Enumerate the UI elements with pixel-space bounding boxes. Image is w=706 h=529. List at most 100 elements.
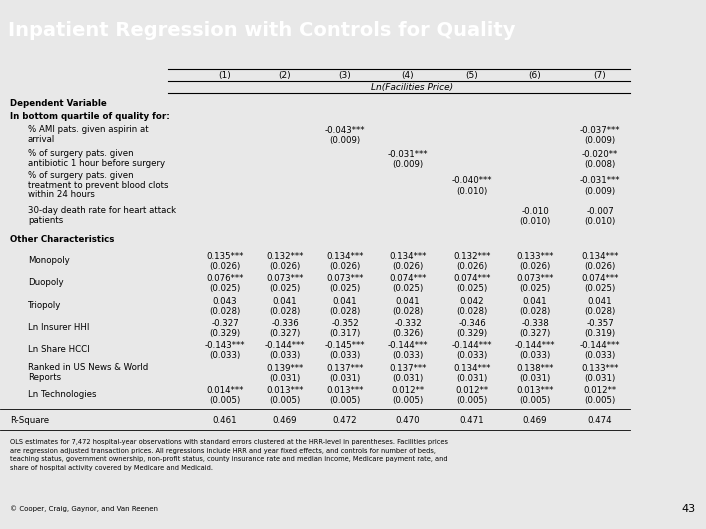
Text: (0.026): (0.026): [585, 262, 616, 271]
Text: 0.469: 0.469: [522, 416, 547, 425]
Text: (0.327): (0.327): [520, 329, 551, 338]
Text: (0.033): (0.033): [393, 351, 424, 360]
Text: 0.133***: 0.133***: [581, 364, 618, 373]
Text: 0.137***: 0.137***: [326, 364, 364, 373]
Text: (0.327): (0.327): [270, 329, 301, 338]
Text: -0.336: -0.336: [271, 319, 299, 328]
Text: (4): (4): [402, 70, 414, 79]
Text: 0.012**: 0.012**: [583, 386, 616, 395]
Text: (0.028): (0.028): [585, 307, 616, 316]
Text: (0.005): (0.005): [585, 396, 616, 405]
Text: Ln Share HCCI: Ln Share HCCI: [28, 345, 90, 354]
Text: (0.005): (0.005): [520, 396, 551, 405]
Text: Inpatient Regression with Controls for Quality: Inpatient Regression with Controls for Q…: [8, 21, 516, 40]
Text: (0.031): (0.031): [585, 374, 616, 383]
Text: 0.013***: 0.013***: [516, 386, 554, 395]
Text: 0.041: 0.041: [273, 297, 297, 306]
Text: -0.352: -0.352: [331, 319, 359, 328]
Text: Dependent Variable: Dependent Variable: [10, 99, 107, 108]
Text: (0.005): (0.005): [456, 396, 488, 405]
Text: R-Square: R-Square: [10, 416, 49, 425]
Text: -0.020**: -0.020**: [582, 150, 618, 159]
Text: (0.025): (0.025): [520, 284, 551, 293]
Text: 0.012**: 0.012**: [391, 386, 424, 395]
Text: -0.338: -0.338: [521, 319, 549, 328]
Text: 0.132***: 0.132***: [453, 252, 491, 261]
Text: (0.009): (0.009): [585, 187, 616, 196]
Text: 0.138***: 0.138***: [516, 364, 554, 373]
Text: (0.025): (0.025): [270, 284, 301, 293]
Text: -0.010: -0.010: [521, 207, 549, 216]
Text: 0.137***: 0.137***: [389, 364, 426, 373]
Text: 30-day death rate for heart attack: 30-day death rate for heart attack: [28, 206, 176, 215]
Text: 0.133***: 0.133***: [516, 252, 554, 261]
Text: (0.026): (0.026): [270, 262, 301, 271]
Text: 0.074***: 0.074***: [453, 274, 491, 283]
Text: (0.009): (0.009): [585, 136, 616, 145]
Text: -0.031***: -0.031***: [580, 177, 621, 186]
Text: -0.007: -0.007: [586, 207, 614, 216]
Text: (0.025): (0.025): [393, 284, 424, 293]
Text: arrival: arrival: [28, 135, 55, 144]
Text: (0.317): (0.317): [330, 329, 361, 338]
Text: Reports: Reports: [28, 373, 61, 382]
Text: 0.013***: 0.013***: [326, 386, 364, 395]
Text: Duopoly: Duopoly: [28, 278, 64, 287]
Text: -0.037***: -0.037***: [580, 125, 621, 134]
Text: -0.143***: -0.143***: [205, 341, 245, 350]
Text: Ln Insurer HHI: Ln Insurer HHI: [28, 323, 90, 332]
Text: (0.028): (0.028): [520, 307, 551, 316]
Text: (0.026): (0.026): [520, 262, 551, 271]
Text: (1): (1): [219, 70, 232, 79]
Text: 0.012**: 0.012**: [455, 386, 489, 395]
Text: OLS estimates for 7,472 hospital-year observations with standard errors clustere: OLS estimates for 7,472 hospital-year ob…: [10, 440, 448, 471]
Text: 0.074***: 0.074***: [581, 274, 618, 283]
Text: (0.009): (0.009): [330, 136, 361, 145]
Text: (0.031): (0.031): [330, 374, 361, 383]
Text: % of surgery pats. given: % of surgery pats. given: [28, 149, 133, 158]
Text: 0.471: 0.471: [460, 416, 484, 425]
Text: (0.326): (0.326): [393, 329, 424, 338]
Text: 0.469: 0.469: [273, 416, 297, 425]
Text: -0.144***: -0.144***: [515, 341, 555, 350]
Text: Monopoly: Monopoly: [28, 256, 70, 265]
Text: (0.009): (0.009): [393, 160, 424, 169]
Text: (0.005): (0.005): [210, 396, 241, 405]
Text: 43: 43: [682, 504, 696, 514]
Text: (0.005): (0.005): [270, 396, 301, 405]
Text: (0.025): (0.025): [210, 284, 241, 293]
Text: Other Characteristics: Other Characteristics: [10, 235, 114, 244]
Text: -0.327: -0.327: [211, 319, 239, 328]
Text: (6): (6): [529, 70, 542, 79]
Text: (0.033): (0.033): [456, 351, 488, 360]
Text: (0.010): (0.010): [456, 187, 488, 196]
Text: (0.031): (0.031): [456, 374, 488, 383]
Text: (0.031): (0.031): [520, 374, 551, 383]
Text: (0.026): (0.026): [210, 262, 241, 271]
Text: 0.074***: 0.074***: [389, 274, 426, 283]
Text: 0.470: 0.470: [395, 416, 420, 425]
Text: (0.010): (0.010): [585, 217, 616, 226]
Text: (0.005): (0.005): [393, 396, 424, 405]
Text: 0.461: 0.461: [213, 416, 237, 425]
Text: (0.033): (0.033): [330, 351, 361, 360]
Text: % of surgery pats. given: % of surgery pats. given: [28, 171, 133, 180]
Text: (0.005): (0.005): [330, 396, 361, 405]
Text: 0.041: 0.041: [587, 297, 612, 306]
Text: -0.144***: -0.144***: [452, 341, 492, 350]
Text: (0.033): (0.033): [210, 351, 241, 360]
Text: -0.043***: -0.043***: [325, 125, 365, 134]
Text: (0.329): (0.329): [457, 329, 488, 338]
Text: (2): (2): [279, 70, 292, 79]
Text: -0.145***: -0.145***: [325, 341, 365, 350]
Text: (0.028): (0.028): [456, 307, 488, 316]
Text: -0.332: -0.332: [394, 319, 422, 328]
Text: (3): (3): [339, 70, 352, 79]
Text: (0.008): (0.008): [585, 160, 616, 169]
Text: (0.028): (0.028): [210, 307, 241, 316]
Text: (7): (7): [594, 70, 606, 79]
Text: (0.031): (0.031): [270, 374, 301, 383]
Text: antibiotic 1 hour before surgery: antibiotic 1 hour before surgery: [28, 159, 165, 168]
Text: (0.329): (0.329): [210, 329, 241, 338]
Text: -0.144***: -0.144***: [580, 341, 621, 350]
